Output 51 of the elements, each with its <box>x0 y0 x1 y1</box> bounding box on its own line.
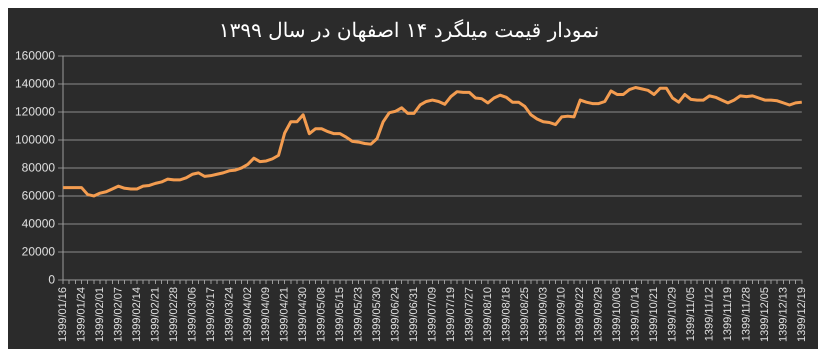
x-tick-label: 1399/11/05 <box>685 286 698 342</box>
chart-title: نمودار قیمت میلگرد ۱۴ اصفهان در سال ۱۳۹۹ <box>218 18 600 42</box>
x-tick-label: 1399/02/01 <box>94 286 106 342</box>
x-tick-label: 1399/09/03 <box>537 286 550 342</box>
x-tick-label: 1399/01/16 <box>57 286 70 342</box>
y-tick-label: 140000 <box>14 76 56 90</box>
x-tick-label: 1399/04/21 <box>278 286 291 342</box>
x-tick-label: 1399/08/25 <box>518 286 531 342</box>
x-tick-label: 1399/12/05 <box>758 286 771 342</box>
x-tick-label: 1399/04/02 <box>242 286 254 342</box>
x-tick-label: 1399/05/08 <box>316 286 328 342</box>
y-tick-label: 20000 <box>22 244 56 258</box>
x-tick-label: 1399/11/19 <box>722 286 734 342</box>
x-tick-label: 1399/03/17 <box>204 286 217 342</box>
x-tick-label: 1399/10/29 <box>666 286 679 342</box>
x-tick-label: 1399/04/30 <box>297 286 310 342</box>
x-tick-label: 1399/12/19 <box>796 286 808 342</box>
x-tick-label: 1399/10/14 <box>630 286 642 342</box>
y-tick-label: 60000 <box>22 188 56 202</box>
x-tick-label: 1399/04/09 <box>260 286 272 342</box>
x-tick-label: 1399/02/21 <box>149 286 162 342</box>
y-tick-label: 120000 <box>14 104 56 118</box>
x-tick-label: 1399/10/06 <box>611 286 624 342</box>
x-tick-label: 1399/09/10 <box>556 286 568 342</box>
x-tick-label: 1399/07/19 <box>444 286 457 342</box>
x-tick-label: 1399/07/09 <box>426 286 438 342</box>
x-tick-label: 1399/02/28 <box>168 286 180 342</box>
x-tick-label: 1399/06/24 <box>390 286 402 342</box>
y-tick-label: 80000 <box>22 160 56 174</box>
x-tick-label: 1399/02/07 <box>112 286 124 342</box>
x-tick-label: 1399/03/24 <box>223 286 236 342</box>
x-tick-label: 1399/02/14 <box>130 286 143 342</box>
x-tick-label: 1399/01/24 <box>76 286 88 342</box>
y-tick-label: 100000 <box>14 132 56 146</box>
x-tick-label: 1399/03/06 <box>186 286 198 342</box>
x-tick-label: 1399/07/27 <box>463 286 476 342</box>
x-tick-label: 1399/09/22 <box>574 286 586 342</box>
x-tick-label: 1399/11/12 <box>703 286 716 342</box>
x-tick-label: 1399/05/15 <box>334 286 346 342</box>
x-tick-label: 1399/11/28 <box>740 286 752 342</box>
y-tick-label: 0 <box>48 272 56 286</box>
x-tick-label: 1399/09/29 <box>592 286 605 342</box>
x-tick-label: 1399/12/13 <box>777 286 790 342</box>
y-tick-label: 160000 <box>14 48 56 62</box>
x-tick-label: 1399/05/30 <box>371 286 384 342</box>
x-tick-label: 1399/08/18 <box>500 286 512 342</box>
x-tick-label: 1399/08/10 <box>482 286 494 342</box>
x-tick-label: 1399/06/31 <box>408 286 420 342</box>
x-tick-label: 1399/05/23 <box>352 286 365 342</box>
x-tick-label: 1399/10/21 <box>648 286 660 342</box>
y-tick-label: 40000 <box>22 216 56 230</box>
